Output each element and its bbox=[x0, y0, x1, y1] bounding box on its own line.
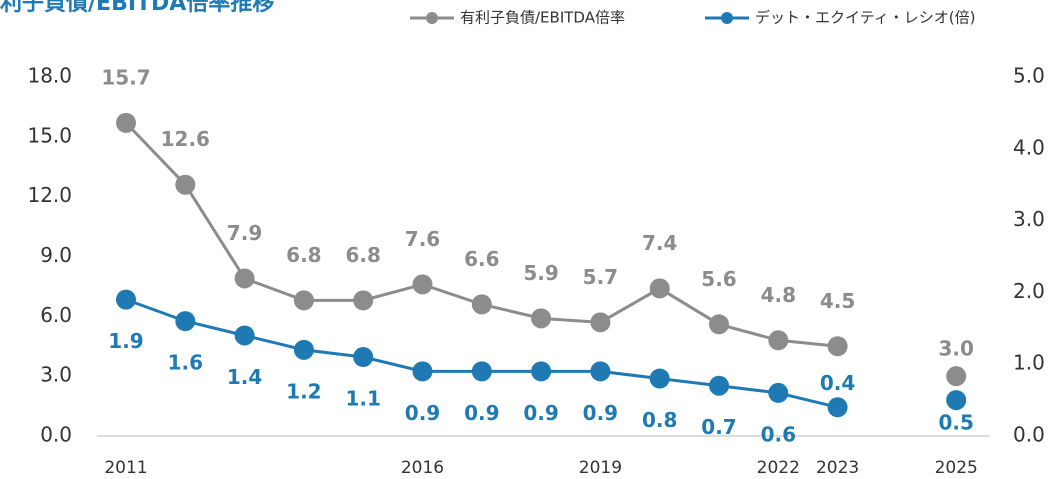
data-label: 3.0 bbox=[938, 337, 973, 361]
legend-label: デット・エクイティ・レシオ(倍) bbox=[755, 9, 976, 27]
data-label: 6.8 bbox=[345, 243, 380, 267]
y2-tick-label: 5.0 bbox=[1013, 64, 1045, 88]
x-tick-label: 2023 bbox=[816, 458, 859, 478]
data-label: 0.9 bbox=[523, 401, 558, 425]
x-tick-label: 2022 bbox=[757, 458, 800, 478]
point bbox=[412, 361, 433, 382]
data-label: 1.9 bbox=[108, 329, 143, 353]
data-label: 0.6 bbox=[761, 422, 796, 446]
data-label: 5.7 bbox=[583, 265, 618, 289]
data-label: 5.6 bbox=[701, 267, 736, 291]
point bbox=[175, 311, 196, 332]
x-tick-label: 2011 bbox=[104, 458, 147, 478]
y-tick-label: 18.0 bbox=[27, 64, 72, 88]
point bbox=[234, 325, 255, 346]
y2-tick-label: 0.0 bbox=[1013, 423, 1045, 447]
x-tick-label: 2016 bbox=[401, 458, 444, 478]
y-tick-label: 9.0 bbox=[40, 243, 72, 267]
y-tick-label: 3.0 bbox=[40, 363, 72, 387]
chart-title: 利子負債/EBITDA倍率推移 bbox=[0, 0, 274, 16]
y-tick-label: 6.0 bbox=[40, 303, 72, 327]
x-tick-label: 2025 bbox=[935, 458, 978, 478]
data-label: 0.4 bbox=[820, 371, 855, 395]
point bbox=[293, 339, 314, 360]
point bbox=[353, 347, 374, 368]
point bbox=[768, 330, 789, 351]
x-tick-label: 2019 bbox=[579, 458, 622, 478]
y-tick-label: 15.0 bbox=[27, 123, 72, 147]
point bbox=[116, 112, 136, 133]
y-tick-label: 0.0 bbox=[40, 423, 72, 447]
data-label: 7.4 bbox=[642, 231, 677, 255]
point bbox=[531, 361, 552, 382]
point bbox=[946, 390, 967, 411]
point bbox=[471, 361, 492, 382]
point bbox=[768, 382, 789, 403]
y2-tick-label: 2.0 bbox=[1013, 279, 1045, 303]
data-label: 0.7 bbox=[701, 415, 736, 439]
legend-marker bbox=[721, 12, 733, 24]
point bbox=[293, 290, 314, 311]
point bbox=[590, 361, 611, 382]
y2-tick-label: 3.0 bbox=[1013, 207, 1045, 231]
data-label: 4.8 bbox=[761, 283, 796, 307]
point bbox=[649, 368, 670, 389]
y2-tick-label: 1.0 bbox=[1013, 351, 1045, 375]
data-label: 0.9 bbox=[405, 401, 440, 425]
data-label: 5.9 bbox=[523, 261, 558, 285]
point bbox=[590, 312, 611, 333]
data-label: 0.9 bbox=[583, 401, 618, 425]
data-label: 12.6 bbox=[161, 127, 210, 151]
legend-marker bbox=[426, 12, 438, 24]
data-label: 0.8 bbox=[642, 408, 677, 432]
data-label: 6.6 bbox=[464, 247, 499, 271]
y-tick-label: 12.0 bbox=[27, 183, 72, 207]
point bbox=[412, 274, 433, 295]
point bbox=[827, 397, 848, 418]
legend-label: 有利子負債/EBITDA倍率 bbox=[460, 9, 625, 27]
data-label: 1.4 bbox=[227, 365, 262, 389]
point bbox=[353, 290, 374, 311]
data-label: 1.1 bbox=[345, 387, 380, 411]
point bbox=[531, 308, 552, 329]
data-label: 15.7 bbox=[101, 65, 150, 89]
point bbox=[116, 289, 136, 310]
point bbox=[471, 294, 492, 315]
point bbox=[827, 336, 848, 357]
point bbox=[709, 375, 729, 396]
point bbox=[946, 366, 967, 387]
y2-tick-label: 4.0 bbox=[1013, 135, 1045, 159]
point bbox=[175, 174, 196, 195]
data-label: 7.6 bbox=[405, 227, 440, 251]
data-label: 6.8 bbox=[286, 243, 321, 267]
data-label: 1.2 bbox=[286, 379, 321, 403]
data-label: 7.9 bbox=[227, 221, 262, 245]
point bbox=[234, 268, 255, 289]
data-label: 0.5 bbox=[938, 411, 973, 435]
data-label: 0.9 bbox=[464, 401, 499, 425]
point bbox=[649, 278, 670, 299]
data-label: 4.5 bbox=[820, 289, 855, 313]
point bbox=[709, 314, 729, 335]
data-label: 1.6 bbox=[168, 351, 203, 375]
